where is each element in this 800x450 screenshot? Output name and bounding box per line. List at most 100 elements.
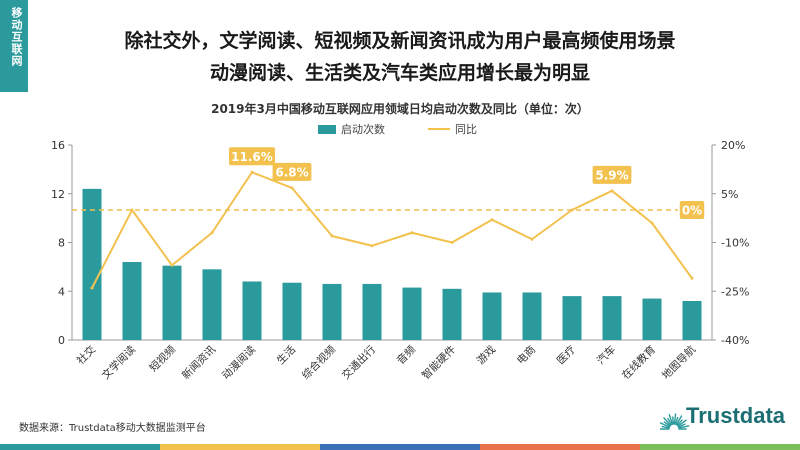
burst-ray xyxy=(677,419,687,427)
data-source-note: 数据来源：Trustdata移动大数据监测平台 xyxy=(19,423,206,434)
bar-launch-count xyxy=(482,292,502,340)
x-tick-label: 文学阅读 xyxy=(99,343,138,382)
line-point-yoy xyxy=(490,218,494,222)
line-point-yoy xyxy=(170,263,174,267)
burst-ray xyxy=(677,423,686,428)
headline-line-2: 动漫阅读、生活类及汽车类应用增长最为明显 xyxy=(209,62,590,84)
x-tick-label: 社交 xyxy=(74,343,98,367)
line-point-yoy xyxy=(250,170,254,174)
footer-stripe xyxy=(320,444,480,450)
burst-ray xyxy=(661,425,670,429)
bar-launch-count xyxy=(402,287,422,340)
bar-launch-count xyxy=(282,282,302,340)
bar-launch-count xyxy=(682,301,702,340)
x-tick-label: 医疗 xyxy=(554,343,578,367)
legend-bar-label: 启动次数 xyxy=(341,123,385,136)
bar-launch-count xyxy=(602,296,622,340)
bar-launch-count xyxy=(242,281,262,340)
x-tick-label: 汽车 xyxy=(594,343,618,367)
burst-ray xyxy=(676,419,683,426)
y-right-tick-label: 5% xyxy=(721,188,738,201)
line-point-yoy xyxy=(610,189,614,193)
y-left-tick-label: 12 xyxy=(51,188,65,201)
bar-launch-count xyxy=(122,262,142,340)
line-point-yoy xyxy=(410,231,414,235)
legend-bar-swatch xyxy=(318,124,336,134)
burst-ray xyxy=(672,416,675,425)
x-tick-label: 短视频 xyxy=(147,343,179,375)
line-point-yoy xyxy=(130,208,134,212)
x-tick-label: 交通出行 xyxy=(339,343,378,382)
footer-stripe xyxy=(480,444,640,450)
footer-color-bar xyxy=(0,444,800,450)
line-point-yoy xyxy=(370,244,374,248)
burst-ray xyxy=(675,415,683,426)
line-point-yoy xyxy=(650,221,654,225)
x-tick-label: 新闻资讯 xyxy=(179,343,218,382)
burst-ray xyxy=(663,417,672,426)
trustdata-burst-icon xyxy=(660,413,690,430)
footer-stripe xyxy=(640,444,800,450)
bar-launch-count xyxy=(562,296,582,340)
brand-logo: Trustdata xyxy=(660,397,790,437)
x-tick-label: 地图导航 xyxy=(659,343,698,382)
y-right-tick-label: 20% xyxy=(721,139,745,152)
line-point-yoy xyxy=(450,241,454,244)
x-tick-label: 游戏 xyxy=(474,343,498,367)
data-label-yoy-text: 5.9% xyxy=(595,168,628,182)
line-point-yoy xyxy=(90,286,94,290)
data-label-yoy-text: 6.8% xyxy=(275,165,308,179)
burst-ray xyxy=(678,425,690,429)
line-series-yoy xyxy=(91,171,693,289)
bar-launch-count xyxy=(82,188,102,340)
bar-launch-count xyxy=(522,292,542,340)
y-left-tick-label: 4 xyxy=(58,285,65,298)
bar-launch-count xyxy=(362,283,382,340)
bar-launch-count xyxy=(642,298,662,340)
bar-launch-count xyxy=(442,288,462,340)
line-point-yoy xyxy=(290,186,294,190)
section-tab-label: 移动互联网 xyxy=(10,7,23,67)
legend-line-label: 同比 xyxy=(455,123,477,136)
x-tick-label: 在线教育 xyxy=(619,343,658,382)
x-tick-label: 智能硬件 xyxy=(419,343,458,382)
reference-line-label-box xyxy=(679,201,705,219)
legend-item-bars: 启动次数 xyxy=(318,121,385,137)
reference-line-label-text: 0% xyxy=(682,204,702,218)
x-tick-label: 生活 xyxy=(274,343,298,367)
y-left-tick-label: 0 xyxy=(58,334,65,347)
chart-legend: 启动次数 同比 xyxy=(0,121,800,137)
legend-item-line: 同比 xyxy=(428,121,477,137)
chart-title: 2019年3月中国移动互联网应用领域日均启动次数及同比（单位：次） xyxy=(211,102,589,116)
brand-logo-text: Trustdata xyxy=(686,403,786,428)
x-tick-label: 综合视频 xyxy=(299,343,338,382)
burst-ray xyxy=(663,421,671,427)
x-tick-label: 电商 xyxy=(514,343,538,367)
y-left-tick-label: 8 xyxy=(58,237,65,250)
line-point-yoy xyxy=(330,234,334,238)
data-label-yoy-box xyxy=(272,162,312,181)
footer-stripe xyxy=(160,444,320,450)
burst-ray xyxy=(660,422,671,428)
burst-ray xyxy=(668,414,674,425)
bar-launch-count xyxy=(322,283,342,340)
data-label-yoy-box xyxy=(229,147,275,166)
burst-ray xyxy=(674,416,679,425)
burst-ray xyxy=(667,417,673,426)
line-point-yoy xyxy=(570,208,574,212)
y-right-tick-label: -10% xyxy=(721,237,749,250)
line-point-yoy xyxy=(210,231,214,235)
line-point-yoy xyxy=(690,276,694,280)
legend-line-swatch xyxy=(428,128,450,130)
footer-stripe xyxy=(0,444,160,450)
x-tick-label: 音频 xyxy=(394,343,418,367)
y-left-tick-label: 16 xyxy=(51,139,65,152)
y-right-tick-label: -25% xyxy=(721,285,749,298)
burst-ray xyxy=(673,413,677,425)
section-tab: 移动互联网 xyxy=(0,0,28,92)
bar-launch-count xyxy=(202,269,222,340)
bar-launch-count xyxy=(162,265,182,340)
data-label-yoy-box xyxy=(592,165,632,184)
headline-line-1: 除社交外，文学阅读、短视频及新闻资讯成为用户最高频使用场景 xyxy=(124,30,676,52)
